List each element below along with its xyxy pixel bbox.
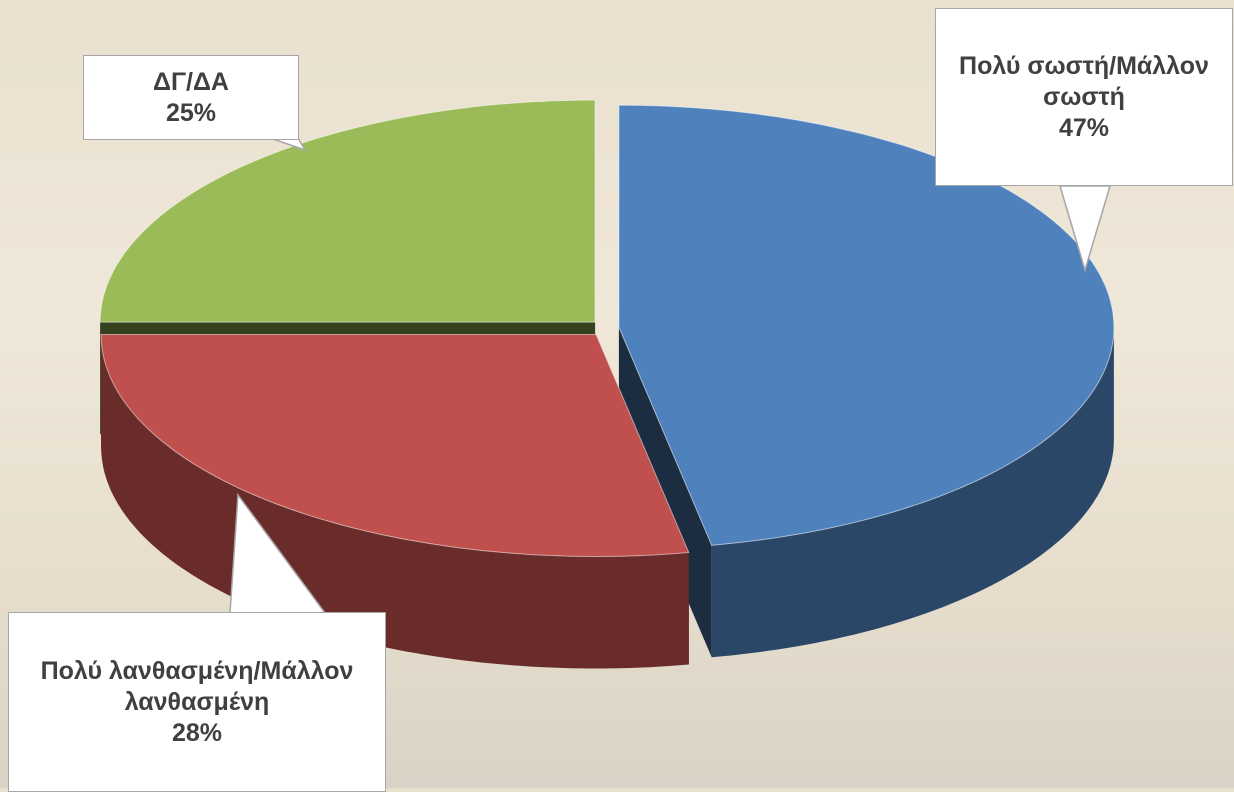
data-label: ΔΓ/ΔΑ 25% bbox=[83, 55, 299, 140]
category-label: ΔΓ/ΔΑ bbox=[153, 67, 229, 98]
category-label: Πολύ σωστή/Μάλλον σωστή bbox=[946, 51, 1222, 113]
data-label: Πολύ σωστή/Μάλλον σωστή 47% bbox=[935, 8, 1233, 186]
category-label: Πολύ λανθασμένη/Μάλλον λανθασμένη bbox=[13, 656, 381, 718]
data-label: Πολύ λανθασμένη/Μάλλον λανθασμένη 28% bbox=[8, 612, 386, 792]
value-label: 47% bbox=[1059, 113, 1109, 144]
page: Πολύ σωστή/Μάλλον σωστή 47% ΔΓ/ΔΑ 25% Πο… bbox=[0, 0, 1234, 788]
value-label: 28% bbox=[172, 718, 222, 749]
value-label: 25% bbox=[166, 98, 216, 129]
